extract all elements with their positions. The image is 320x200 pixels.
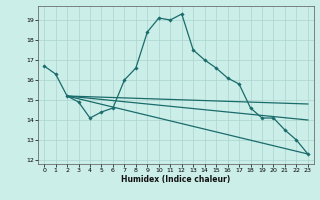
X-axis label: Humidex (Indice chaleur): Humidex (Indice chaleur)	[121, 175, 231, 184]
